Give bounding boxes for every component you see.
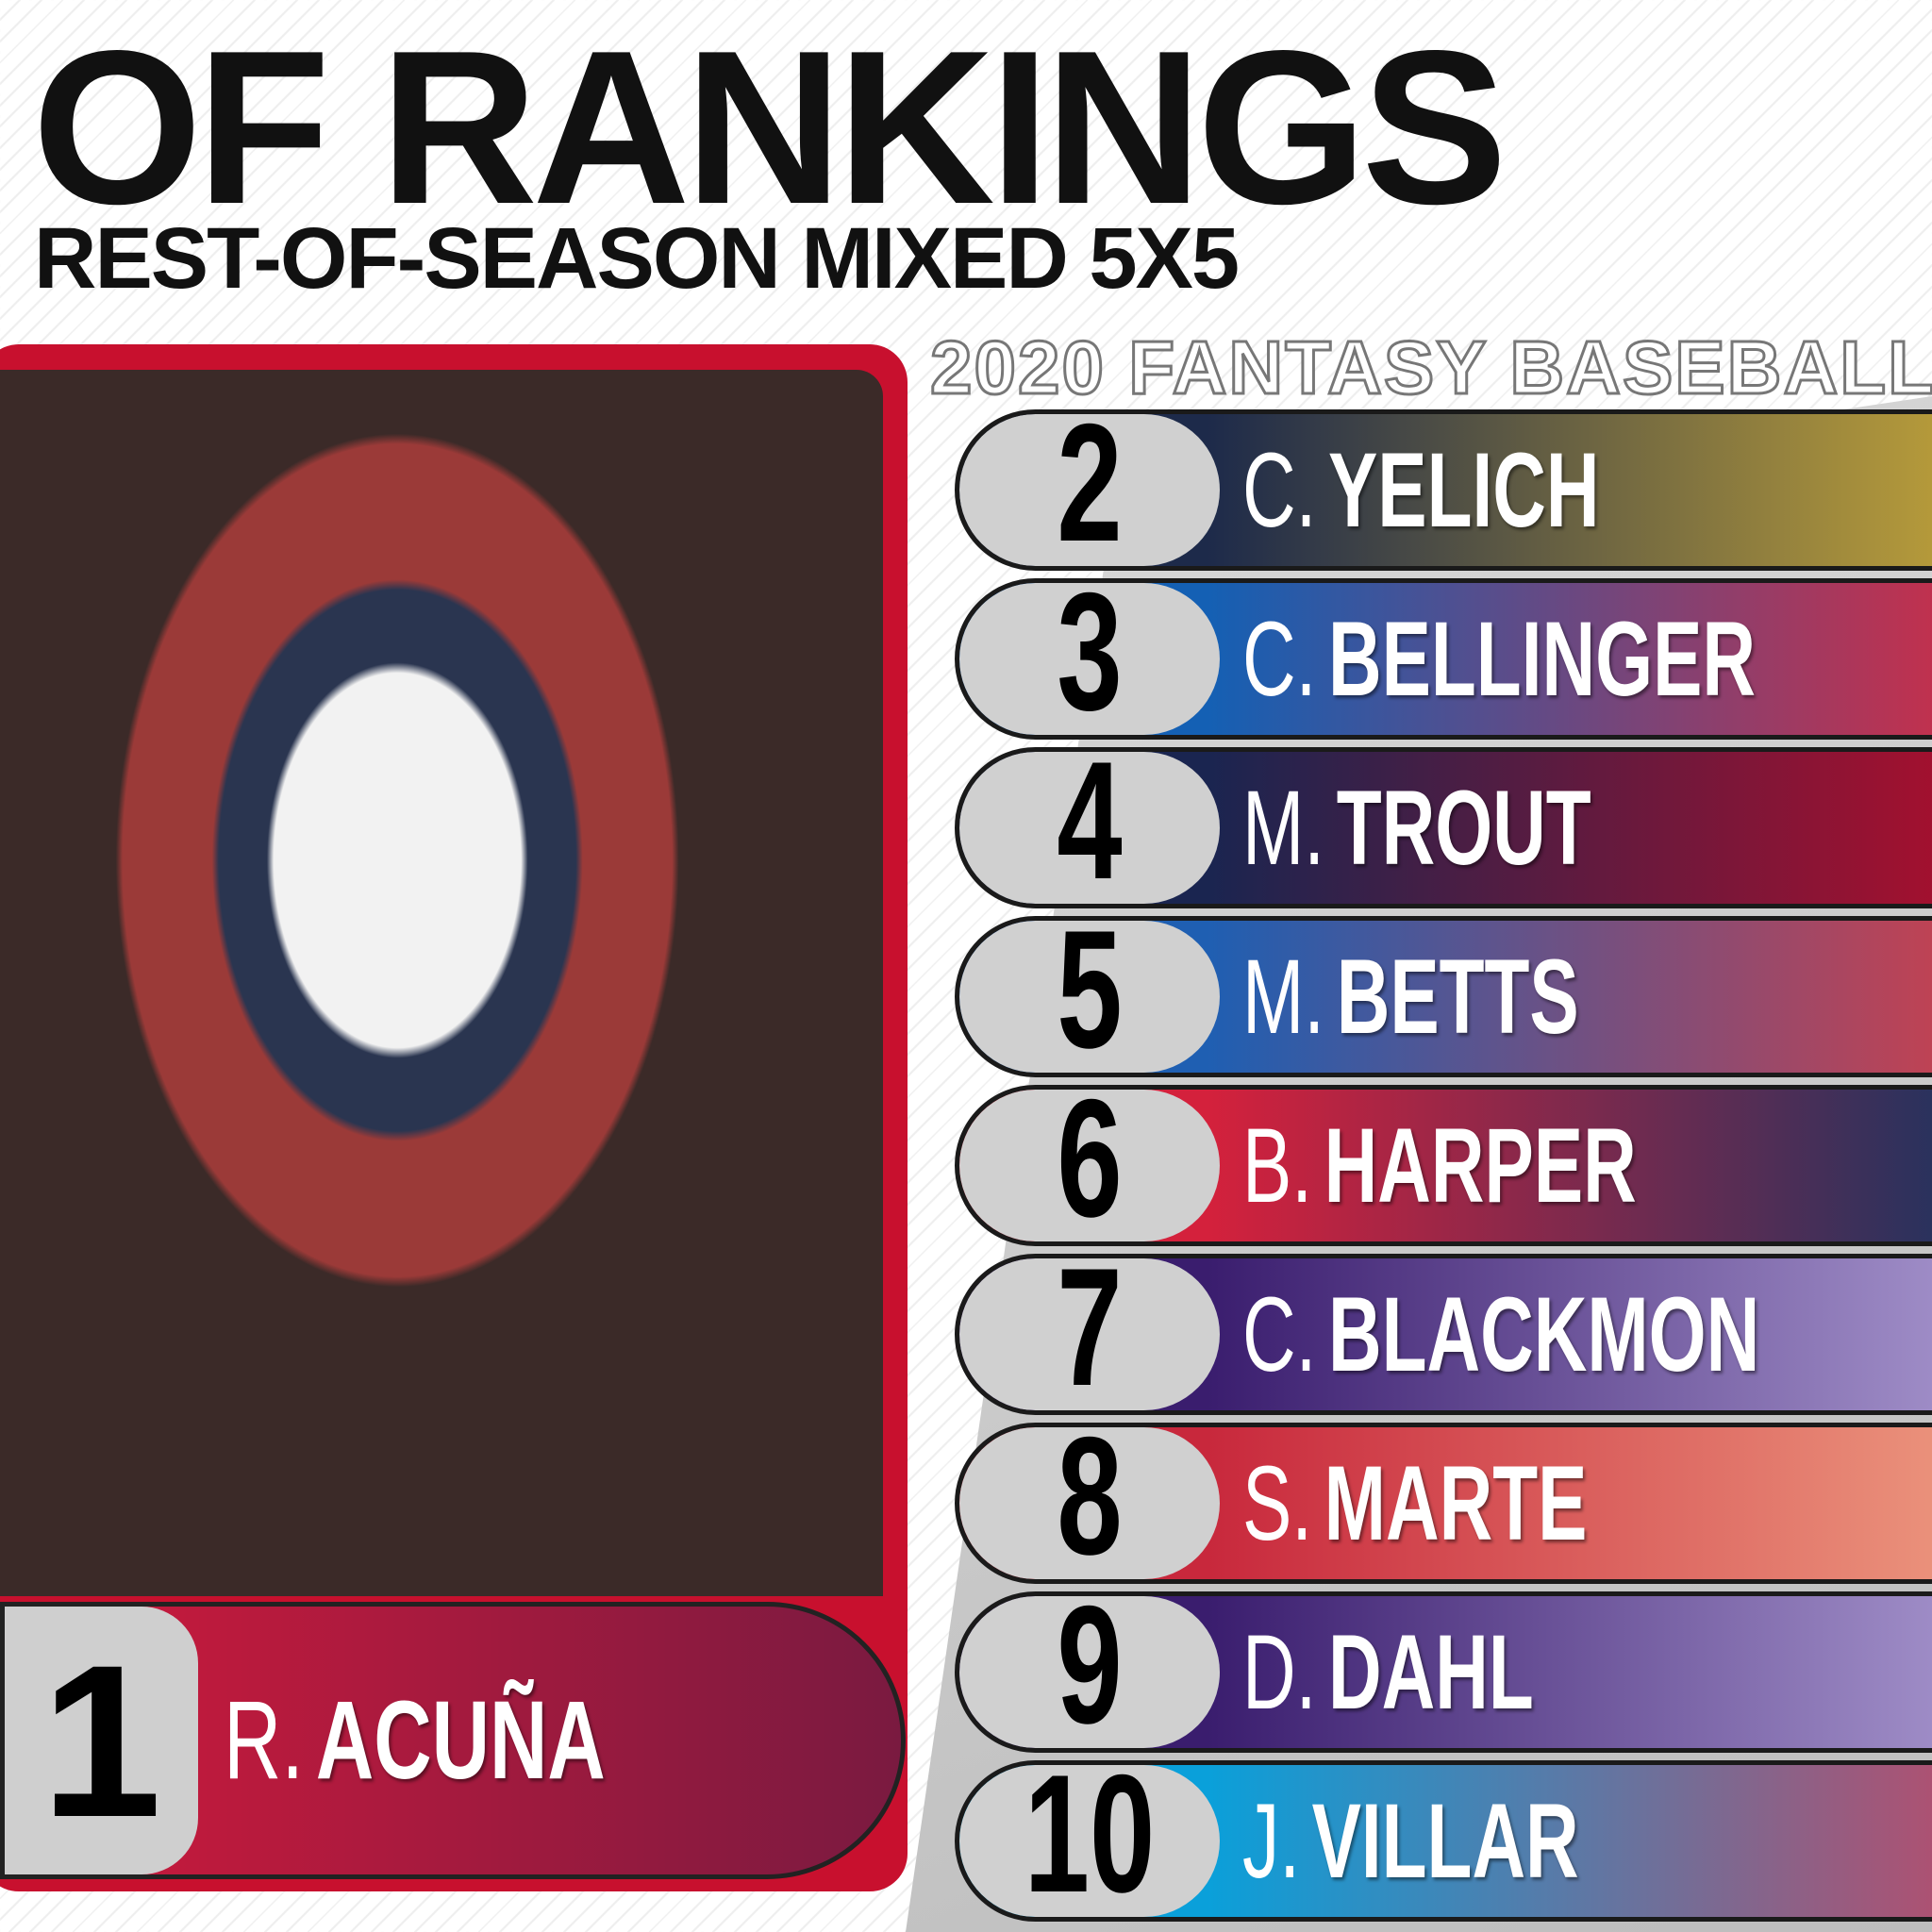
rank: 1 <box>41 1619 162 1862</box>
player-name: J. VILLAR <box>1242 1765 1579 1917</box>
rank-oval <box>959 414 1220 566</box>
last-name: BETTS <box>1336 938 1579 1056</box>
last-name: TROUT <box>1336 769 1591 887</box>
rank: 9 <box>1057 1591 1123 1753</box>
player-name: D. DAHL <box>1242 1596 1534 1748</box>
initial: S. <box>1242 1444 1313 1562</box>
initial: J. <box>1242 1782 1300 1900</box>
tagline: 2020 FANTASY BASEBALL <box>929 325 1932 409</box>
rank-oval <box>959 1765 1220 1917</box>
rank-oval <box>959 752 1220 904</box>
last-name: YELICH <box>1328 431 1600 549</box>
last-name: VILLAR <box>1311 1782 1579 1900</box>
ranking-row: 7 C. BLACKMON <box>955 1254 1932 1415</box>
ranking-row: 2 C. YELICH <box>955 409 1932 571</box>
initial: M. <box>1242 938 1325 1056</box>
rank: 4 <box>1057 747 1123 908</box>
last-name: BLACKMON <box>1328 1275 1760 1393</box>
last-name: HARPER <box>1324 1107 1637 1224</box>
player-name: C. BELLINGER <box>1242 583 1756 735</box>
rank: 6 <box>1057 1085 1123 1246</box>
rank-oval <box>959 583 1220 735</box>
initial: B. <box>1242 1107 1313 1224</box>
ranking-row: 3 C. BELLINGER <box>955 578 1932 740</box>
title: OF RANKINGS <box>32 6 1507 250</box>
featured-bar: 1 R. ACUÑA <box>0 1602 906 1879</box>
rank-oval <box>959 1596 1220 1748</box>
player-name: B. HARPER <box>1242 1090 1637 1241</box>
ranking-row: 9 D. DAHL <box>955 1591 1932 1753</box>
player-name: M. BETTS <box>1242 921 1579 1073</box>
player-name: C. BLACKMON <box>1242 1258 1759 1410</box>
rank-oval <box>959 1427 1220 1579</box>
rank: 5 <box>1057 916 1123 1077</box>
initial: M. <box>1242 769 1325 887</box>
last-name: DAHL <box>1328 1613 1534 1731</box>
initial: C. <box>1242 1275 1317 1393</box>
ranking-row: 8 S. MARTE <box>955 1423 1932 1584</box>
initial: D. <box>1242 1613 1317 1731</box>
rank-oval <box>959 1258 1220 1410</box>
last-name: ACUÑA <box>315 1678 606 1803</box>
initial: C. <box>1242 600 1317 718</box>
initial: C. <box>1242 431 1317 549</box>
rank-oval <box>959 1090 1220 1241</box>
last-name: BELLINGER <box>1328 600 1756 718</box>
ranking-row: 5 M. BETTS <box>955 916 1932 1077</box>
player-name: C. YELICH <box>1242 414 1599 566</box>
ranking-row: 10 J. VILLAR <box>955 1760 1932 1922</box>
rank: 2 <box>1057 409 1123 571</box>
player-name: M. TROUT <box>1242 752 1591 904</box>
last-name: MARTE <box>1324 1444 1588 1562</box>
player-name: R. ACUÑA <box>224 1607 606 1874</box>
player-photo <box>0 370 883 1596</box>
ranking-row: 6 B. HARPER <box>955 1085 1932 1246</box>
ranking-row: 4 M. TROUT <box>955 747 1932 908</box>
player-name: S. MARTE <box>1242 1427 1587 1579</box>
rank: 10 <box>1024 1760 1156 1922</box>
subtitle: REST-OF-SEASON MIXED 5X5 <box>34 210 1240 307</box>
rank-oval <box>959 921 1220 1073</box>
rank-box <box>5 1607 198 1874</box>
rank: 3 <box>1057 578 1123 740</box>
rank: 7 <box>1057 1254 1123 1415</box>
rank: 8 <box>1057 1423 1123 1584</box>
initial: R. <box>224 1678 304 1803</box>
